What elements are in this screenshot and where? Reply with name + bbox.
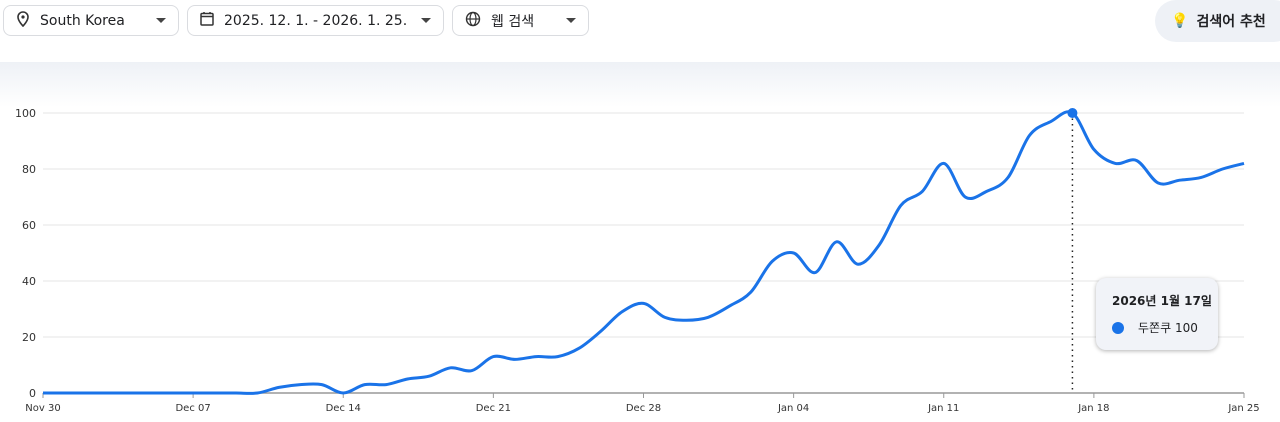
x-tick-label: Dec 14 (326, 403, 361, 414)
chevron-down-icon (156, 18, 166, 23)
date-range-label: 2025. 12. 1. - 2026. 1. 25. (224, 12, 408, 29)
x-tick-label: Jan 18 (1077, 403, 1109, 414)
y-tick-label: 60 (22, 219, 36, 232)
chevron-down-icon (421, 18, 431, 23)
y-tick-label: 0 (29, 387, 36, 400)
highlight-point (1067, 108, 1078, 118)
chevron-down-icon (566, 18, 576, 23)
series-line (43, 110, 1245, 395)
y-tick-label: 20 (22, 331, 36, 344)
chart-tooltip: 2026년 1월 17일 두쫀쿠 100 (1096, 278, 1218, 350)
x-tick-label: Jan 11 (927, 403, 959, 414)
suggest-terms-label: 검색어 추천 (1196, 14, 1266, 30)
x-tick-label: Dec 07 (175, 403, 210, 414)
lightbulb-sparkle-icon: 💡 (1171, 13, 1189, 29)
suggest-terms-button[interactable]: 💡 검색어 추천 (1155, 0, 1280, 42)
x-tick-label: Jan 04 (777, 403, 809, 414)
x-tick-label: Jan 25 (1227, 403, 1259, 414)
location-pin-icon (16, 10, 30, 31)
search-type-filter[interactable]: 웹 검색 (452, 5, 589, 36)
search-type-label: 웹 검색 (491, 13, 535, 30)
calendar-icon (200, 11, 214, 30)
series-color-dot (1112, 321, 1124, 334)
y-tick-label: 100 (15, 107, 36, 120)
tooltip-date: 2026년 1월 17일 (1112, 294, 1212, 308)
y-tick-label: 40 (22, 275, 36, 288)
chart-header-band (0, 62, 1280, 107)
region-filter[interactable]: South Korea (3, 5, 179, 36)
region-label: South Korea (40, 12, 125, 29)
x-tick-label: Dec 21 (476, 403, 511, 414)
tooltip-value: 100 (1174, 321, 1198, 335)
x-tick-label: Nov 30 (25, 403, 60, 414)
y-tick-label: 80 (22, 163, 36, 176)
date-range-filter[interactable]: 2025. 12. 1. - 2026. 1. 25. (187, 5, 444, 36)
globe-icon (465, 11, 481, 31)
x-tick-label: Dec 28 (626, 403, 661, 414)
tooltip-term: 두쫀쿠 (1138, 321, 1172, 335)
